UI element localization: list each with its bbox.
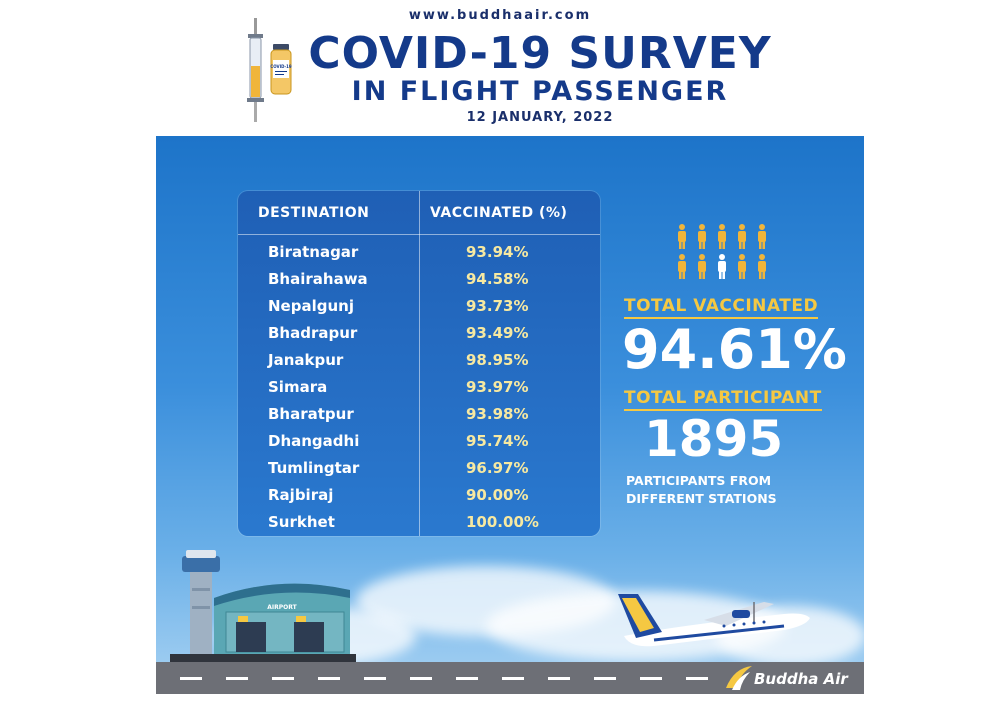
header-vaccinated: VACCINATED (%) (430, 205, 568, 221)
table-row: Dhangadhi 95.74% (238, 430, 600, 457)
vaccinated-cell: 93.49% (466, 324, 529, 342)
vaccinated-cell: 93.97% (466, 378, 529, 396)
brand-logo: Buddha Air (724, 664, 864, 692)
vaccinated-cell: 93.98% (466, 405, 529, 423)
destination-cell: Rajbiraj (268, 486, 334, 504)
page-subtitle: IN FLIGHT PASSENGER (351, 76, 729, 107)
table-row: Bhairahawa 94.58% (238, 268, 600, 295)
person-icon (718, 224, 726, 249)
vaccinated-cell: 93.94% (466, 243, 529, 261)
runway-marking (594, 677, 616, 680)
vaccinated-cell: 100.00% (466, 513, 539, 531)
person-icon (758, 254, 766, 279)
vaccinated-cell: 98.95% (466, 351, 529, 369)
runway-marking (502, 677, 524, 680)
runway-marking (640, 677, 662, 680)
table-row: Rajbiraj 90.00% (238, 484, 600, 511)
destination-cell: Simara (268, 378, 328, 396)
table-row: Bhadrapur 93.49% (238, 322, 600, 349)
destination-cell: Nepalgunj (268, 297, 354, 315)
airplane-illustration (618, 594, 810, 647)
page-title: COVID-19 SURVEY (308, 28, 772, 79)
survey-date: 12 JANUARY, 2022 (466, 110, 614, 125)
vaccinated-cell: 94.58% (466, 270, 529, 288)
destination-cell: Janakpur (268, 351, 344, 369)
runway-marking (686, 677, 708, 680)
table-row: Bharatpur 93.98% (238, 403, 600, 430)
participant-note: PARTICIPANTS FROM DIFFERENT STATIONS (626, 473, 777, 506)
vaccinated-cell: 93.73% (466, 297, 529, 315)
total-participant-value: 1895 (644, 410, 784, 468)
vaccine-label: COVID-19 (270, 64, 292, 69)
person-icon (758, 224, 766, 249)
total-vaccinated-label: TOTAL VACCINATED (624, 296, 819, 319)
destination-cell: Bhadrapur (268, 324, 358, 342)
person-icon (678, 224, 686, 249)
table-row: Janakpur 98.95% (238, 349, 600, 376)
table-row: Tumlingtar 96.97% (238, 457, 600, 484)
airport-illustration: AIRPORT (170, 550, 356, 664)
buddha-air-logo-icon (726, 666, 752, 690)
vaccinated-cell: 96.97% (466, 459, 529, 477)
table-row: Biratnagar 93.94% (238, 241, 600, 268)
table-row: Surkhet 100.00% (238, 511, 600, 538)
column-divider (419, 191, 420, 536)
destination-cell: Tumlingtar (268, 459, 360, 477)
person-icon (698, 224, 706, 249)
runway-marking (318, 677, 340, 680)
vaccine-syringe-icon: COVID-19 (247, 18, 292, 122)
table-header: DESTINATION VACCINATED (%) (238, 191, 600, 235)
infographic-panel: DESTINATION VACCINATED (%) Biratnagar 93… (156, 136, 864, 694)
vaccinated-cell: 90.00% (466, 486, 529, 504)
vaccinated-cell: 95.74% (466, 432, 529, 450)
runway-marking (548, 677, 570, 680)
destination-cell: Biratnagar (268, 243, 359, 261)
person-icon (698, 254, 706, 279)
destination-cell: Dhangadhi (268, 432, 360, 450)
destination-cell: Bhairahawa (268, 270, 368, 288)
vaccination-table: DESTINATION VACCINATED (%) Biratnagar 93… (238, 191, 600, 536)
runway-marking (272, 677, 294, 680)
runway-marking (226, 677, 248, 680)
runway-marking (180, 677, 202, 680)
airport-sign: AIRPORT (267, 604, 297, 611)
brand-name: Buddha Air (754, 670, 848, 688)
runway-marking (410, 677, 432, 680)
table-row: Simara 93.97% (238, 376, 600, 403)
person-icon (678, 254, 686, 279)
website-url: www.buddhaair.com (408, 8, 592, 23)
runway-marking (364, 677, 386, 680)
destination-cell: Surkhet (268, 513, 335, 531)
person-icon (738, 254, 746, 279)
destination-cell: Bharatpur (268, 405, 354, 423)
total-vaccinated-value: 94.61% (622, 318, 847, 381)
runway-marking (456, 677, 478, 680)
person-icon (738, 224, 746, 249)
person-icon-highlighted (718, 254, 726, 279)
header-destination: DESTINATION (258, 205, 370, 221)
total-participant-label: TOTAL PARTICIPANT (624, 388, 822, 411)
people-icon-grid (678, 224, 766, 279)
table-row: Nepalgunj 93.73% (238, 295, 600, 322)
